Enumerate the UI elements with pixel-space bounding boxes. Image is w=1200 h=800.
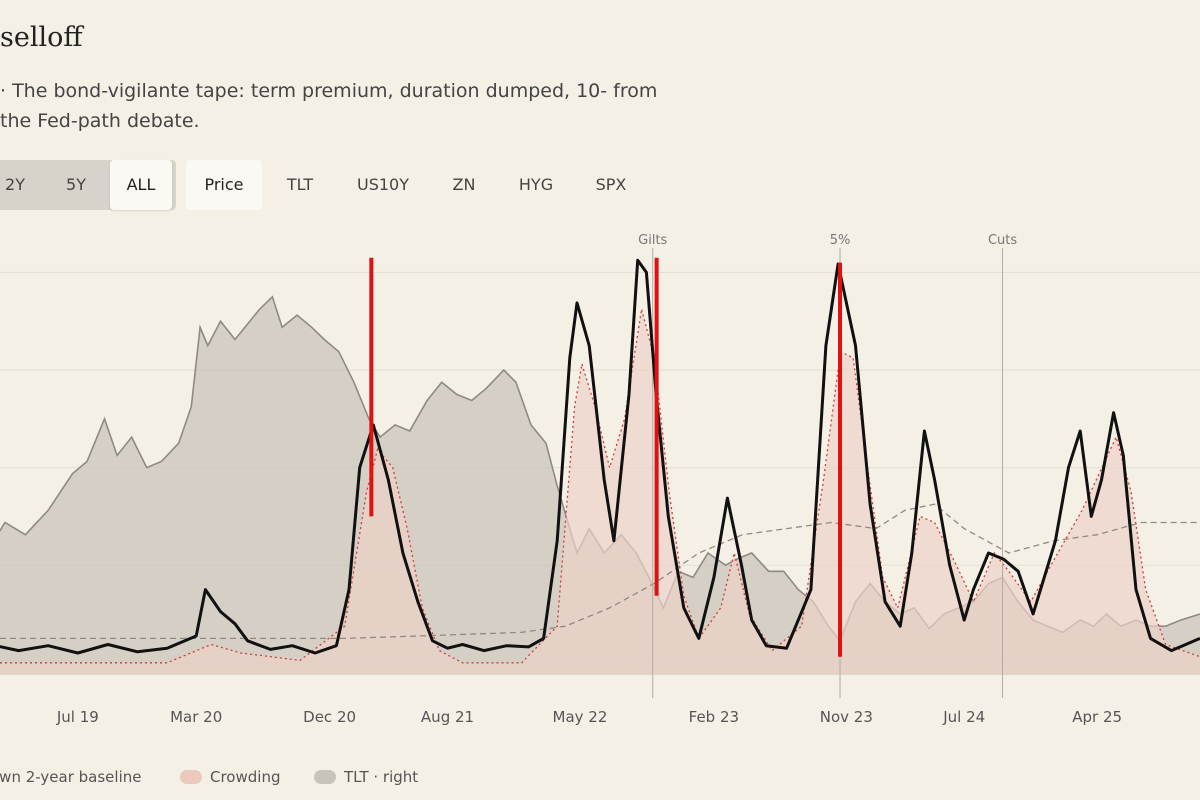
legend-label-baseline: own 2-year baseline <box>0 768 142 786</box>
baseline-series <box>0 503 1200 640</box>
range-button-2y[interactable]: 2Y <box>5 175 25 194</box>
x-tick-label: Mar 20 <box>170 708 222 726</box>
event-markers <box>369 257 843 657</box>
crowding-area <box>0 309 1200 675</box>
crowding-swatch <box>180 770 202 784</box>
x-tick-label: Feb 23 <box>689 708 739 726</box>
x-tick-label: Nov 23 <box>820 708 873 726</box>
legend-label-crowding: Crowding <box>210 768 281 786</box>
annotation-label: Cuts <box>988 233 1017 248</box>
x-tick-label: Aug 21 <box>421 708 474 726</box>
crowding-line <box>0 308 1200 664</box>
range-button-all[interactable]: ALL <box>110 160 172 210</box>
main-line <box>0 258 1200 655</box>
x-tick-label: Dec 20 <box>303 708 356 726</box>
x-tick-label: Jul 19 <box>56 708 99 726</box>
x-tick-label: May 22 <box>553 708 608 726</box>
legend-item-crowding[interactable]: Crowding <box>180 768 280 786</box>
x-axis: Jul 19 Mar 20 Dec 20 Aug 21 May 22 Feb 23 Nov … <box>56 708 1122 726</box>
ticker-button-spx[interactable]: SPX <box>595 175 627 194</box>
ticker-button-us10y[interactable]: US10Y <box>357 175 409 194</box>
chart-svg: Gilts 5% Cuts Jul 19 Mar 20 Dec 20 Aug 21 May … <box>0 233 1200 726</box>
legend-item-baseline[interactable]: own 2-year baseline <box>0 768 141 786</box>
ticker-button-zn[interactable]: ZN <box>452 175 476 194</box>
x-tick-label: Jul 24 <box>942 708 985 726</box>
range-button-5y[interactable]: 5Y <box>66 175 86 194</box>
main-series <box>0 258 1200 655</box>
chart-area: Gilts 5% Cuts Jul 19 Mar 20 Dec 20 Aug 21 May … <box>0 220 1200 740</box>
crowding-series <box>0 308 1200 675</box>
annotation-label: Gilts <box>638 233 667 248</box>
x-tick-label: Apr 25 <box>1072 708 1122 726</box>
ticker-button-tlt[interactable]: TLT <box>286 175 314 194</box>
legend: own 2-year baseline Crowding TLT · right <box>0 768 1200 794</box>
tlt-area <box>0 296 1200 675</box>
ticker-button-hyg[interactable]: HYG <box>518 175 554 194</box>
chart-subtitle: · The bond-vigilante tape: term premium,… <box>0 80 658 132</box>
price-mode-button[interactable]: Price <box>186 160 262 210</box>
baseline-line <box>0 503 1200 640</box>
chart-controls: 2Y 5Y ALL Price TLT US10Y ZN HYG SPX <box>0 160 700 210</box>
tlt-swatch <box>314 770 336 784</box>
legend-item-tlt[interactable]: TLT · right <box>314 768 418 786</box>
legend-label-tlt: TLT · right <box>344 768 419 786</box>
chart-title: selloff <box>0 22 83 53</box>
annotation-label: 5% <box>830 233 851 248</box>
